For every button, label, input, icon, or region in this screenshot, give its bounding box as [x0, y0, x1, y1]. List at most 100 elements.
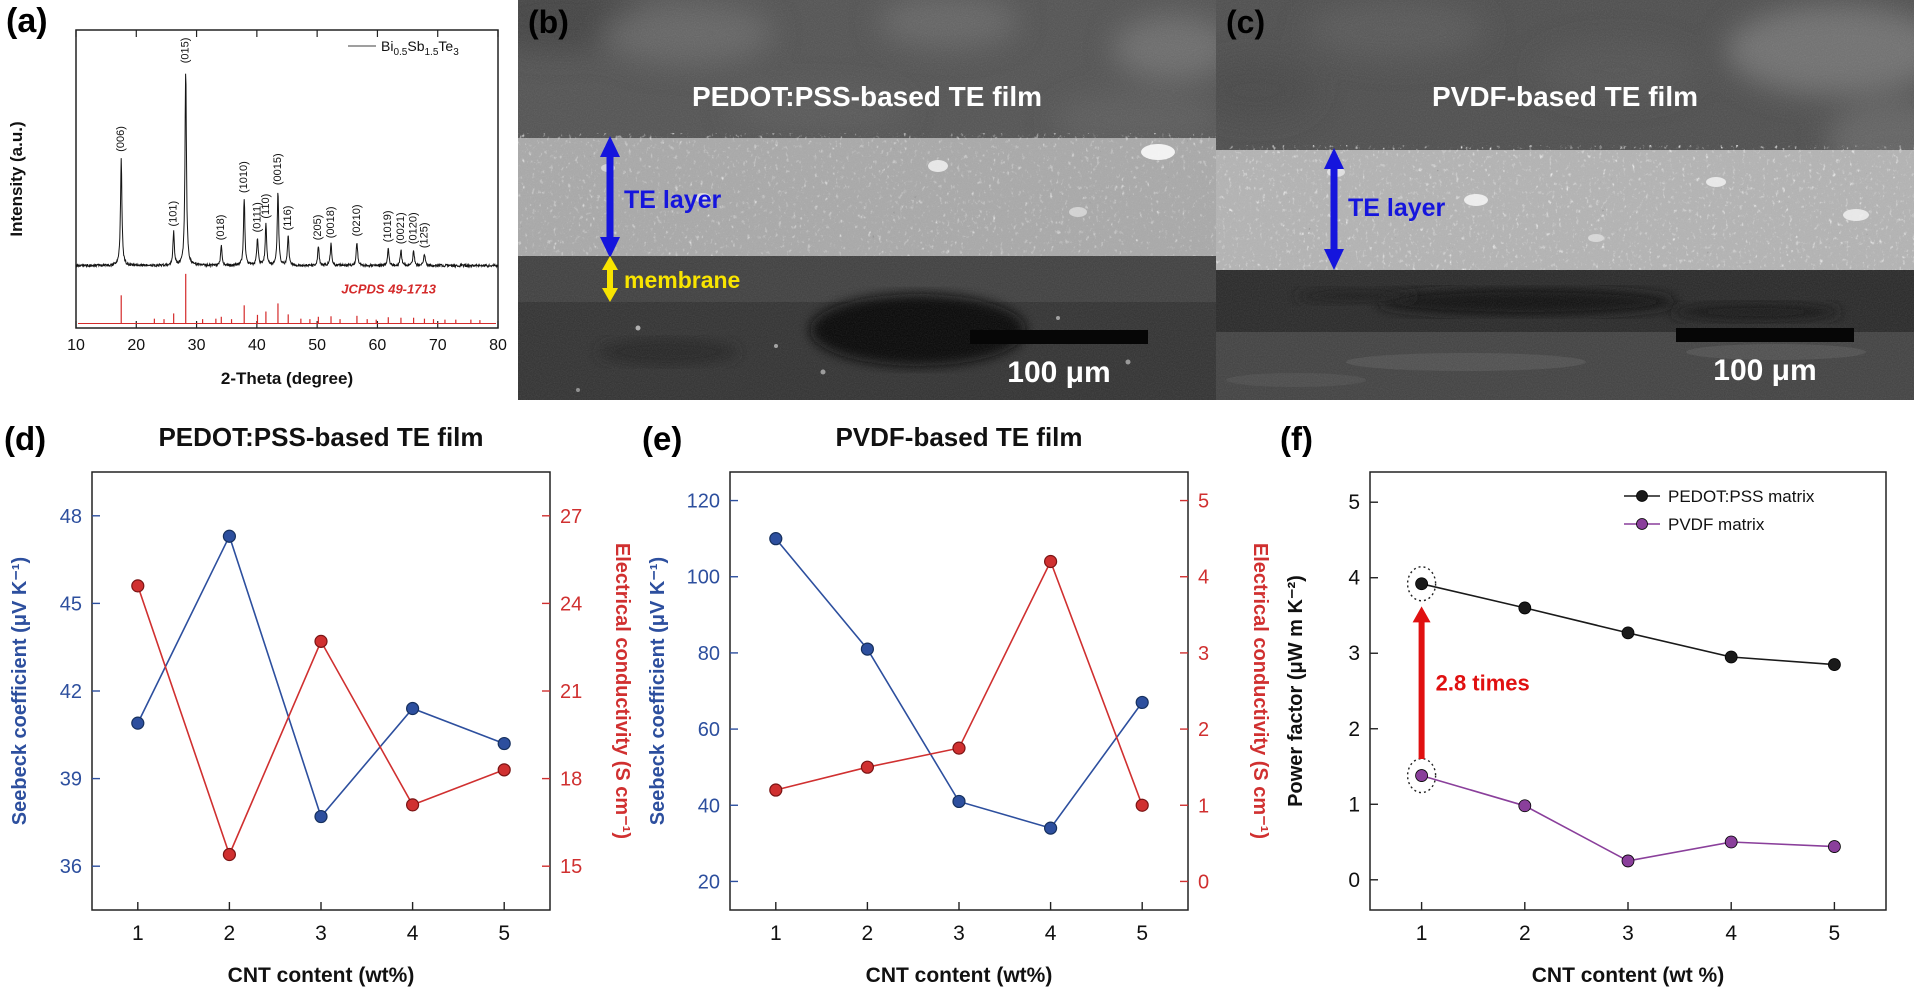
x-tick-label: 5	[1829, 922, 1841, 945]
y-tick-label: 4	[1348, 567, 1360, 590]
x-tick-label: 4	[407, 922, 419, 945]
left-tick-label: 100	[687, 567, 720, 589]
y-tick-label: 1	[1348, 793, 1360, 816]
x-axis-label: CNT content (wt %)	[1532, 964, 1724, 987]
peak-label: (0120)	[408, 212, 420, 244]
data-point	[1828, 658, 1841, 671]
data-point	[406, 798, 420, 812]
right-axis-label: Electrical conductivity (S cm⁻¹)	[611, 543, 633, 839]
xrd-plot: 10 20 30 40 50 60 70 80 (006) (101) (015) (018) (101…	[7, 29, 507, 388]
peak-label: (110)	[260, 194, 272, 219]
membrane-label: membrane	[624, 267, 740, 293]
x-tick-label: 5	[1136, 922, 1148, 945]
scale-bar: 100 μm	[1676, 328, 1854, 387]
data-point	[1621, 626, 1635, 640]
right-tick-label: 24	[560, 593, 582, 615]
peak-label: (101)	[168, 201, 180, 227]
data-point	[497, 763, 511, 777]
bottom-row: (d) PEDOT:PSS-based TE film 36 39 42 45 48 15 1…	[0, 400, 1914, 1006]
dashed-circle-highlight	[1406, 757, 1437, 794]
right-axis-label: Electrical conductivity (S cm⁻¹)	[1249, 543, 1271, 839]
left-axis-label: Seebeck coefficient (μV K⁻¹)	[9, 557, 31, 825]
right-tick-label: 27	[560, 506, 582, 528]
peak-label: (116)	[282, 206, 294, 231]
peak-label: (0021)	[395, 212, 407, 244]
peak-label: (1010)	[238, 161, 250, 193]
x-tick-label: 30	[188, 337, 206, 354]
x-tick-label: 1	[770, 922, 782, 945]
x-tick-label: 1	[132, 922, 144, 945]
panel-b: PEDOT:PSS-based TE film TE layer membran…	[518, 0, 1216, 400]
dual-axis-plot: PEDOT:PSS-based TE film36394245481518212…	[9, 422, 633, 987]
x-tick-label: 4	[1045, 922, 1057, 945]
data-point	[1518, 799, 1532, 813]
data-point	[222, 847, 236, 862]
data-point	[131, 716, 145, 730]
data-point	[1518, 601, 1532, 615]
x-axis-label: CNT content (wt%)	[866, 964, 1053, 987]
data-point	[497, 736, 511, 751]
y-tick-label: 2	[1348, 718, 1360, 741]
xrd-chart: 10 20 30 40 50 60 70 80 (006) (101) (015) (018) (101…	[7, 29, 507, 388]
peak-label: (205)	[312, 215, 324, 241]
data-point	[314, 809, 328, 824]
panel-a: (a) 10 20 30 40 50 60 70 80 (006) (101) (015) (018)…	[0, 0, 518, 400]
x-tick-label: 40	[248, 337, 266, 354]
y-tick-label: 0	[1348, 869, 1360, 892]
left-axis-label: Seebeck coefficient (μV K⁻¹)	[647, 557, 669, 825]
peak-label: (0210)	[351, 205, 363, 237]
data-point	[860, 642, 874, 656]
sem-title: PVDF-based TE film	[1432, 81, 1698, 112]
data-point	[1044, 554, 1058, 569]
y-axis-label: Intensity (a.u.)	[7, 121, 26, 236]
seebeck-conductivity-chart-pvdf: PVDF-based TE film 20 40 60 80 100 120 0 1 2 3 4 5 1 2…	[647, 422, 1271, 987]
data-point	[1044, 821, 1058, 835]
legend-entry: PEDOT:PSS matrix	[1668, 487, 1815, 506]
y-tick-label: 5	[1348, 491, 1360, 514]
legend-entry: PVDF matrix	[1668, 515, 1765, 534]
left-tick-label: 42	[60, 681, 82, 703]
x-tick-label: 3	[1622, 922, 1634, 945]
y-tick-label: 3	[1348, 642, 1360, 665]
peak-label: (1019)	[382, 210, 394, 242]
data-point	[1415, 577, 1429, 591]
chart-title: PEDOT:PSS-based TE film	[158, 422, 483, 452]
left-tick-label: 48	[60, 506, 82, 528]
panel-letter-c: (c)	[1226, 4, 1266, 40]
x-tick-label: 70	[429, 337, 447, 354]
left-tick-label: 120	[687, 491, 720, 513]
right-tick-label: 5	[1198, 491, 1209, 513]
panel-letter-e: (e)	[642, 420, 683, 457]
x-tick-label: 60	[369, 337, 387, 354]
left-tick-label: 36	[60, 856, 82, 878]
data-point	[222, 529, 236, 543]
seebeck-conductivity-chart-pedot: PEDOT:PSS-based TE film36394245481518212…	[9, 422, 633, 987]
panel-letter-d: (d)	[4, 420, 47, 457]
panel-c: PVDF-based TE film TE layer 100 μm (c)	[1216, 0, 1914, 400]
left-tick-label: 80	[698, 643, 720, 665]
data-point	[1135, 798, 1149, 812]
x-tick-label: 2	[1519, 922, 1531, 945]
x-tick-label: 80	[489, 337, 507, 354]
sem-image-pvdf: PVDF-based TE film TE layer 100 μm	[1216, 0, 1914, 400]
peak-label: (0015)	[272, 153, 284, 185]
right-tick-label: 18	[560, 769, 582, 791]
peak-label: (0018)	[325, 206, 337, 238]
top-row: (a) 10 20 30 40 50 60 70 80 (006) (101) (015) (018)…	[0, 0, 1914, 400]
scale-bar-label: 100 μm	[1007, 356, 1110, 389]
data-point	[1724, 650, 1738, 664]
data-point	[952, 741, 966, 755]
x-axis-label: CNT content (wt%)	[228, 964, 415, 987]
right-tick-label: 3	[1198, 643, 1209, 665]
data-point	[769, 783, 783, 797]
data-point	[1135, 695, 1149, 710]
legend-label: Bi0.5Sb1.5Te3	[381, 38, 459, 58]
panel-d: (d) PEDOT:PSS-based TE film 36 39 42 45 48 15 1…	[0, 400, 638, 1006]
panel-e: (e) PVDF-based TE film 20 40 60 80 100 120 0 1 2 3…	[638, 400, 1276, 1006]
peak-label: (125)	[418, 222, 430, 248]
scale-bar-label: 100 μm	[1713, 354, 1816, 387]
panel-letter-b: (b)	[528, 4, 569, 40]
power-factor-chart: 0 1 2 3 4 5 1 2 3 4 5 CNT content (wt %) Power facto…	[1285, 471, 1887, 987]
data-point	[769, 532, 783, 546]
jcpds-label: JCPDS 49-1713	[341, 282, 436, 297]
